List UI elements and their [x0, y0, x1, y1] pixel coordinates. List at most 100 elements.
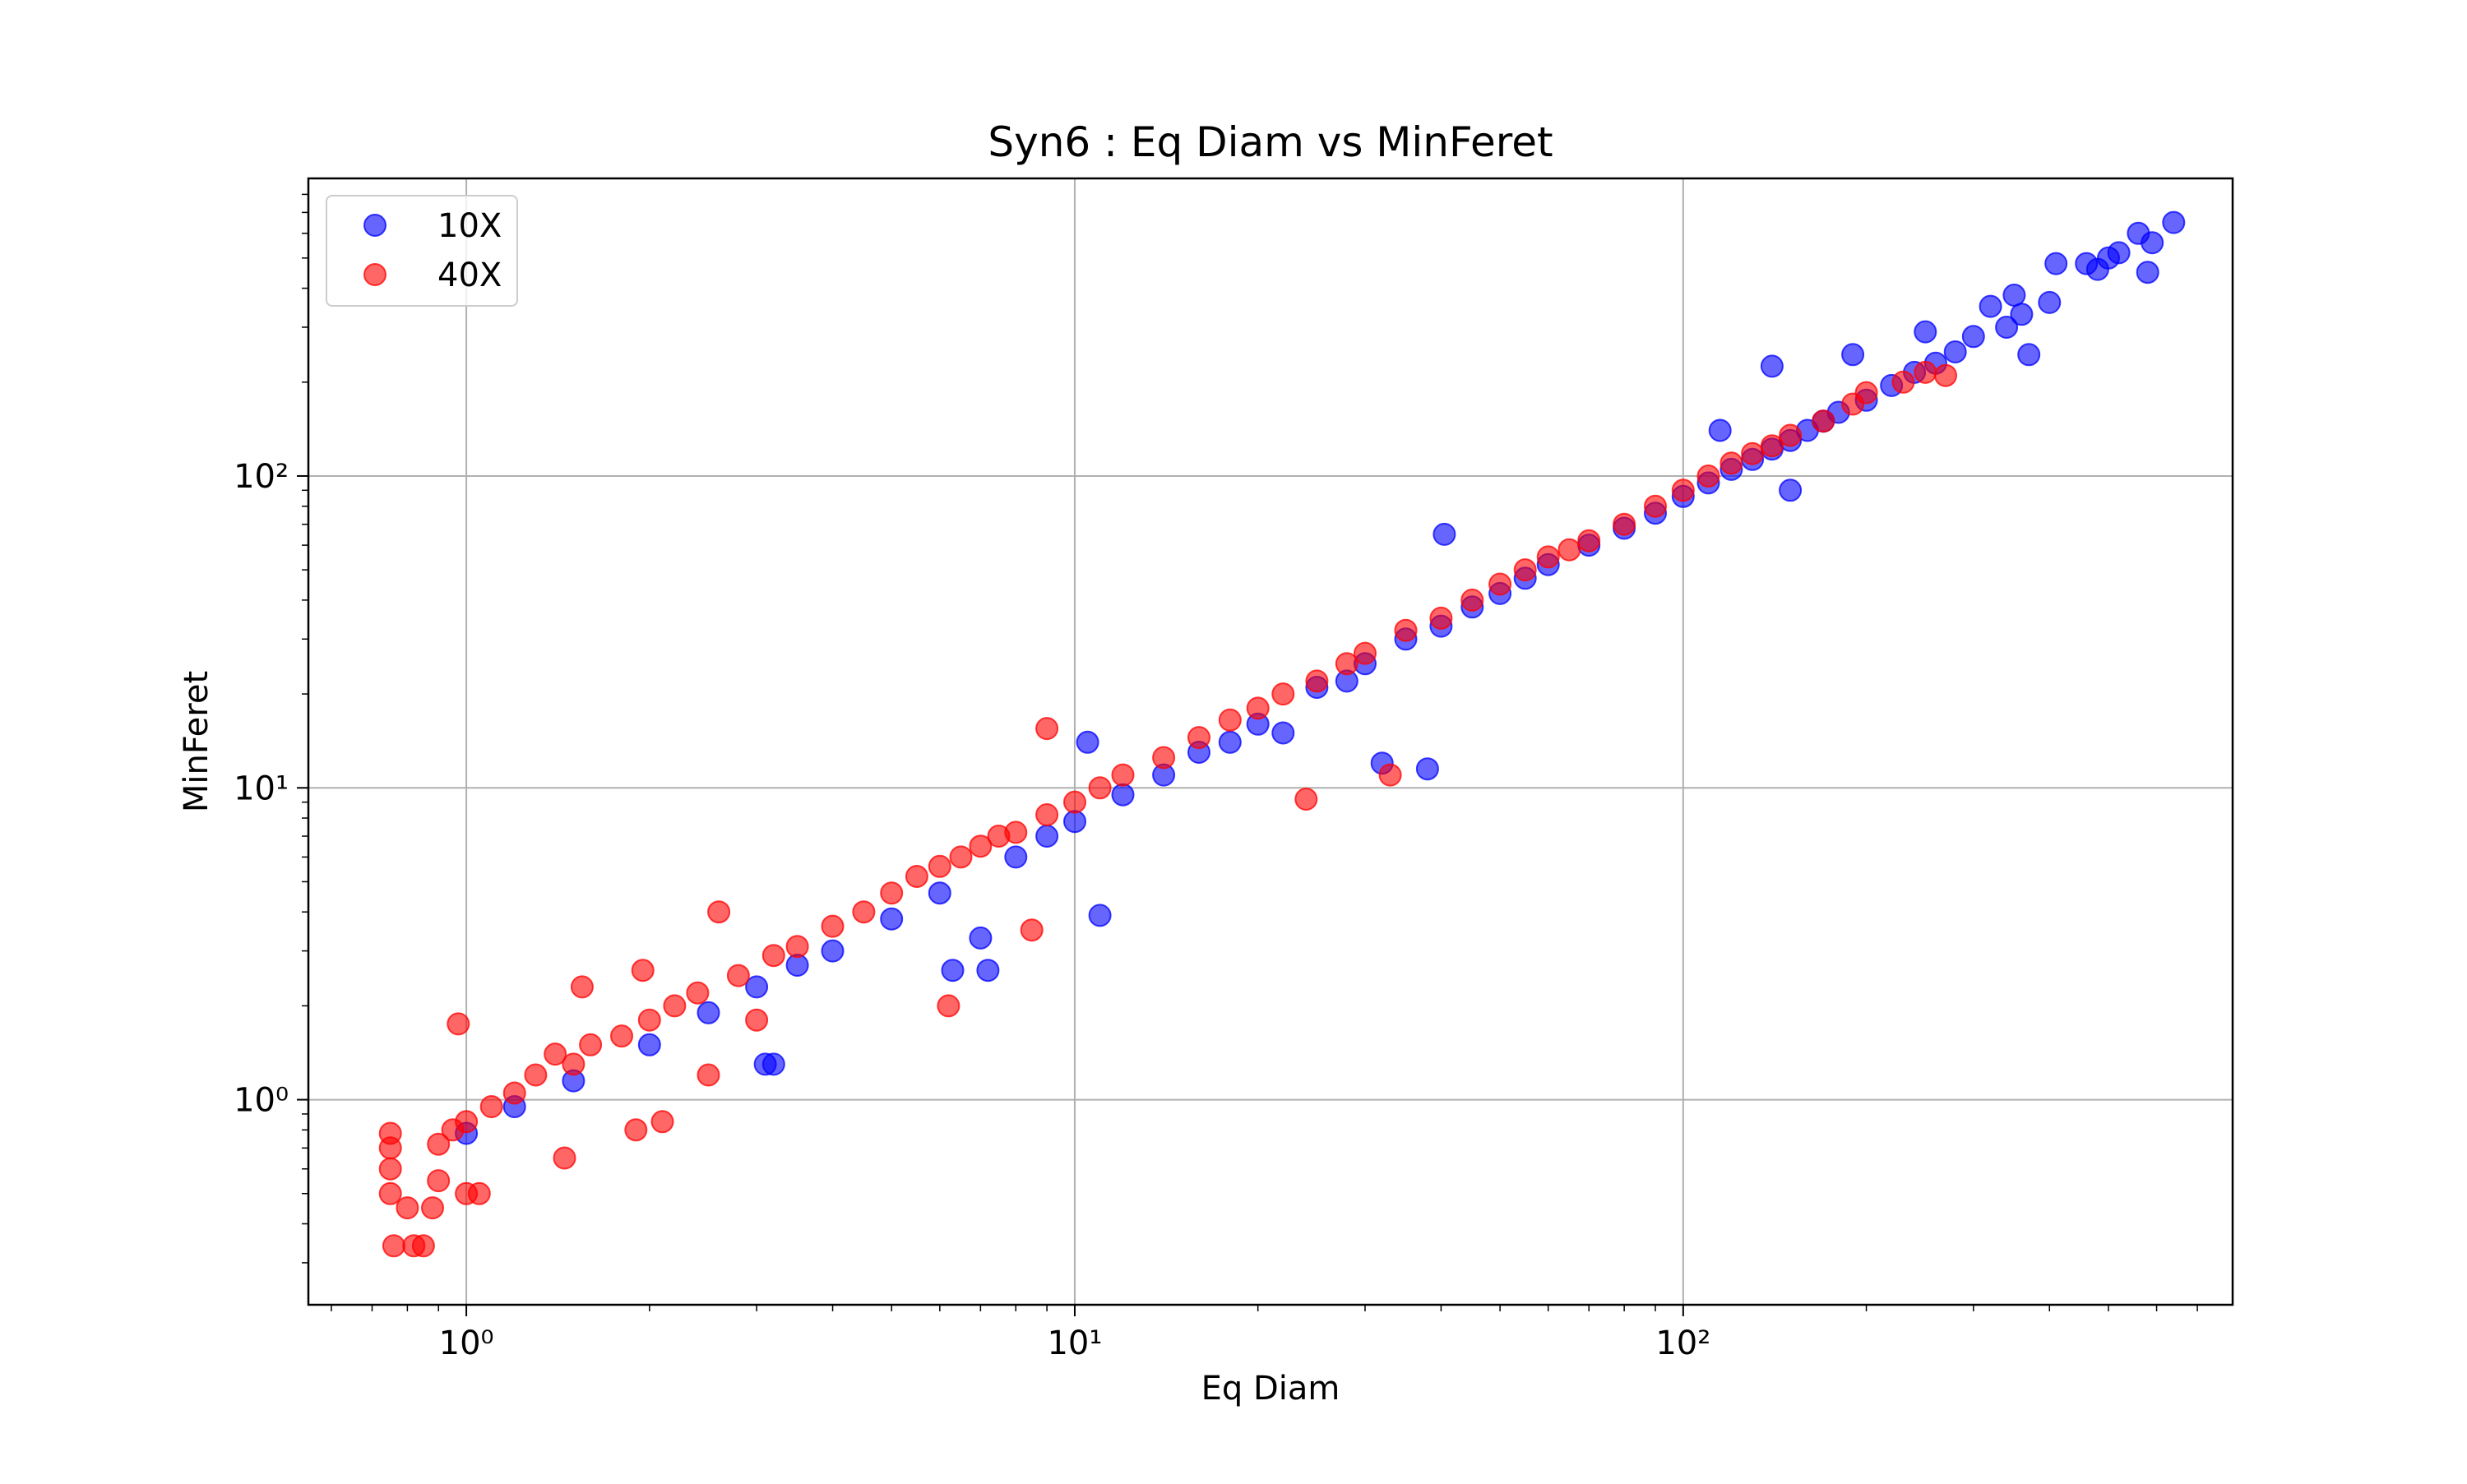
- grid-lines: [308, 178, 2233, 1305]
- data-point: [2017, 343, 2041, 367]
- data-point: [761, 1052, 785, 1076]
- data-point: [852, 900, 876, 924]
- data-point: [928, 854, 951, 878]
- data-point: [1914, 360, 1937, 384]
- data-point: [821, 914, 845, 938]
- data-point: [378, 1157, 402, 1181]
- data-point: [631, 959, 655, 982]
- data-point: [1760, 354, 1784, 378]
- data-point: [427, 1169, 451, 1193]
- data-point: [447, 1012, 470, 1036]
- data-point: [1394, 618, 1418, 642]
- data-point: [524, 1063, 548, 1087]
- data-point: [1354, 641, 1377, 665]
- data-point: [928, 881, 951, 905]
- data-point: [378, 1121, 402, 1145]
- data-point: [1854, 381, 1878, 405]
- data-point: [637, 1008, 661, 1032]
- data-point: [1111, 763, 1135, 787]
- x-axis-label: Eq Diam: [1201, 1370, 1340, 1408]
- data-point: [821, 939, 845, 963]
- data-point: [467, 1181, 491, 1205]
- data-point: [1513, 558, 1537, 582]
- data-point: [2136, 261, 2159, 284]
- data-point: [707, 900, 731, 924]
- data-point: [1460, 588, 1484, 612]
- data-point: [1644, 494, 1667, 518]
- data-point: [969, 834, 993, 858]
- data-point: [1218, 730, 1242, 754]
- data-point: [544, 1042, 567, 1066]
- data-point: [624, 1118, 648, 1142]
- data-point: [1415, 757, 1439, 781]
- data-point: [1335, 652, 1358, 676]
- data-point: [637, 1033, 661, 1056]
- data-point: [1696, 465, 1720, 488]
- data-point: [1004, 821, 1028, 844]
- data-point: [502, 1081, 526, 1105]
- data-point: [396, 1196, 419, 1220]
- data-point: [1035, 717, 1059, 741]
- data-point: [2010, 303, 2034, 326]
- data-point: [2044, 252, 2068, 275]
- data-point: [1271, 721, 1295, 745]
- data-point: [941, 959, 965, 982]
- data-point: [745, 1008, 769, 1032]
- data-point: [1063, 790, 1086, 814]
- data-point: [2038, 290, 2062, 314]
- data-point: [610, 1024, 633, 1048]
- data-point: [1004, 845, 1028, 869]
- data-point: [1914, 320, 1937, 344]
- data-point: [697, 1001, 720, 1024]
- data-point: [1429, 606, 1453, 630]
- data-point: [1035, 803, 1059, 826]
- data-point: [1378, 763, 1402, 787]
- data-point: [1305, 669, 1329, 693]
- data-point: [905, 865, 928, 888]
- data-point: [562, 1052, 586, 1076]
- data-point: [479, 1095, 503, 1118]
- data-point: [937, 994, 960, 1018]
- data-points: [378, 210, 2186, 1258]
- data-point: [1760, 434, 1784, 458]
- data-point: [1841, 343, 1865, 367]
- data-point: [1294, 788, 1318, 811]
- data-point: [1779, 478, 1803, 502]
- data-point: [650, 1110, 674, 1134]
- data-point: [1020, 918, 1044, 942]
- data-point: [427, 1132, 451, 1156]
- data-point: [697, 1063, 720, 1087]
- data-point: [686, 981, 710, 1005]
- data-point: [761, 944, 785, 968]
- data-point: [2002, 284, 2026, 307]
- x-tick-label: 10⁰: [439, 1325, 494, 1362]
- data-point: [1218, 708, 1242, 732]
- data-point: [1779, 423, 1803, 447]
- data-point: [1891, 370, 1915, 394]
- series-40x: [378, 360, 1957, 1258]
- data-point: [2107, 241, 2131, 265]
- data-point: [1063, 810, 1086, 834]
- legend-marker-40x: [363, 263, 386, 286]
- data-point: [570, 975, 594, 999]
- data-point: [1557, 538, 1581, 562]
- legend: 10X 40X: [326, 195, 518, 307]
- data-point: [880, 881, 904, 905]
- data-point: [1995, 316, 2019, 339]
- data-point: [745, 975, 769, 999]
- data-point: [1934, 363, 1957, 387]
- x-tick-label: 10¹: [1047, 1325, 1102, 1362]
- y-tick-label: 10⁰: [234, 1082, 289, 1120]
- data-point: [1536, 545, 1560, 569]
- data-point: [2162, 210, 2186, 234]
- data-point: [1433, 522, 1456, 546]
- data-point: [1111, 783, 1135, 807]
- data-point: [411, 1234, 435, 1258]
- data-point: [1719, 451, 1743, 475]
- data-point: [1577, 529, 1601, 552]
- data-point: [1979, 294, 2002, 318]
- data-point: [663, 994, 687, 1018]
- data-point: [1187, 726, 1210, 750]
- y-axis-label: MinFeret: [178, 671, 215, 812]
